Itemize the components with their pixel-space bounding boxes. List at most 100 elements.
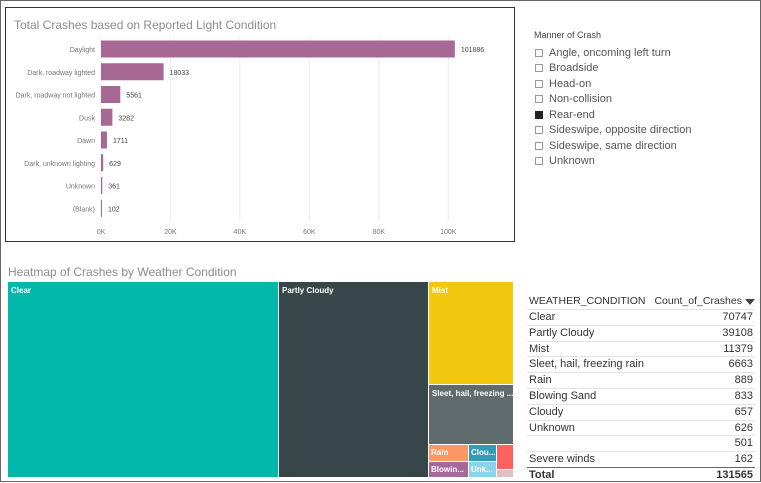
bar-chart[interactable]: 0K 20K 40K 60K 80K 100K Daylight 101886 Dark, ro… (6, 8, 514, 241)
table-row[interactable]: Partly Cloudy 39108 (527, 324, 755, 341)
bar-value-label: 1711 (113, 138, 128, 145)
bar[interactable] (101, 86, 121, 103)
treemap-cell-label: Mist (432, 286, 448, 295)
bar[interactable] (101, 40, 455, 58)
slicer-item-sideswipe-opposite[interactable]: Sideswipe, opposite direction (534, 123, 754, 139)
slicer-item-label: Unknown (549, 155, 595, 168)
slicer-item-broadside[interactable]: Broadside (534, 61, 754, 77)
treemap-cell-partly-cloudy[interactable]: Partly Cloudy (279, 282, 428, 477)
treemap-cell-blank[interactable] (497, 445, 513, 469)
checkbox-checked-icon[interactable] (535, 110, 543, 119)
total-label: Total (529, 468, 555, 481)
cell-count: 70747 (722, 311, 753, 323)
slicer-item-label: Broadside (549, 62, 599, 75)
bar[interactable] (101, 108, 113, 126)
x-tick-label: 0K (97, 229, 106, 236)
treemap-cell-label: Clear (11, 286, 32, 295)
treemap-cell-sleet[interactable]: Sleet, hail, freezing ... (429, 385, 513, 444)
cell-weather (527, 436, 529, 451)
cell-weather: Unknown (529, 421, 575, 434)
slicer-item-sideswipe-same[interactable]: Sideswipe, same direction (534, 138, 754, 154)
treemap-cell-blowing-sand[interactable]: Blowin... (429, 462, 468, 477)
treemap-cell-unknown[interactable]: Unk... (469, 462, 496, 477)
bar[interactable] (101, 177, 103, 194)
slicer-item-angle-oncoming-left-turn[interactable]: Angle, oncoming left turn (534, 45, 754, 61)
treemap-cell-mist[interactable]: Mist (429, 282, 513, 384)
checkbox-icon[interactable] (535, 64, 543, 73)
treemap-cell-cloudy[interactable]: Clou... (469, 445, 496, 461)
slicer-item-label: Sideswipe, opposite direction (549, 124, 692, 137)
treemap-cell-severe-winds[interactable] (497, 470, 513, 477)
table-row[interactable]: Mist 11379 (527, 340, 755, 357)
cell-count: 11379 (723, 342, 753, 355)
slicer-item-head-on[interactable]: Head-on (534, 76, 754, 92)
table-row[interactable]: Clear 70747 (527, 309, 755, 325)
x-tick-label: 100K (440, 229, 457, 236)
treemap-cell-label: Partly Cloudy (282, 286, 334, 295)
checkbox-icon[interactable] (535, 48, 543, 57)
column-header-count-label: Count_of_Crashes (654, 295, 742, 307)
table-row[interactable]: Cloudy 657 (527, 403, 755, 420)
table-row[interactable]: Unknown 626 (527, 419, 755, 436)
table-row[interactable]: 501 (527, 435, 755, 451)
cell-weather: Partly Cloudy (529, 326, 595, 339)
slicer-item-label: Head-on (549, 77, 592, 90)
weather-table[interactable]: WEATHER_CONDITION Count_of_Crashes Clear… (527, 294, 755, 483)
table-row[interactable]: Sleet, hail, freezing rain 6663 (527, 356, 755, 372)
slicer-item-rear-end[interactable]: Rear-end (534, 107, 754, 123)
x-tick-label: 80K (373, 229, 386, 236)
category-label: Dark, unknown lighting (24, 161, 95, 168)
bar[interactable] (101, 63, 164, 81)
treemap-cell-label: Sleet, hail, freezing ... (432, 389, 513, 398)
slicer-item-non-collision[interactable]: Non-collision (534, 92, 754, 108)
table-row[interactable]: Severe winds 162 (527, 451, 755, 467)
checkbox-icon[interactable] (535, 157, 543, 166)
treemap-cell-label: Unk... (471, 465, 493, 474)
slicer-item-label: Non-collision (549, 93, 612, 106)
category-label: Dusk (79, 115, 95, 122)
cell-count: 657 (734, 405, 753, 418)
bar-value-label: 629 (109, 161, 121, 168)
bar[interactable] (101, 199, 102, 217)
treemap-cell-clear[interactable]: Clear (8, 282, 278, 477)
bar[interactable] (101, 154, 104, 172)
table-row[interactable]: Rain 889 (527, 372, 755, 388)
cell-weather: Clear (529, 311, 556, 323)
column-header-weather[interactable]: WEATHER_CONDITION (529, 295, 646, 307)
treemap-cell-rain[interactable]: Rain (429, 445, 468, 461)
cell-weather: Mist (529, 342, 550, 355)
table-row[interactable]: Blowing Sand 833 (527, 387, 755, 404)
bar-value-label: 102 (108, 206, 120, 213)
category-label: Unknown (66, 184, 95, 191)
slicer-title: Manner of Crash (534, 30, 602, 40)
total-value: 131565 (716, 468, 753, 481)
manner-of-crash-slicer[interactable]: Manner of Crash Angle, oncoming left tur… (534, 30, 754, 169)
light-condition-chart-panel[interactable]: Total Crashes based on Reported Light Co… (5, 7, 515, 242)
treemap-cell-label: Clou... (471, 448, 496, 457)
treemap-title: Heatmap of Crashes by Weather Condition (8, 265, 237, 279)
cell-weather: Rain (529, 374, 552, 387)
checkbox-icon[interactable] (535, 79, 543, 88)
cell-count: 889 (734, 374, 753, 387)
bar-value-label: 5561 (126, 93, 142, 100)
checkbox-icon[interactable] (535, 95, 543, 104)
cell-weather: Cloudy (529, 405, 564, 418)
sort-descending-icon[interactable] (745, 298, 755, 305)
category-label: (Blank) (73, 206, 95, 213)
cell-weather: Severe winds (529, 453, 596, 466)
slicer-item-label: Sideswipe, same direction (549, 139, 677, 152)
slicer-list: Angle, oncoming left turn Broadside Head… (534, 45, 754, 169)
x-tick-label: 60K (303, 229, 316, 236)
checkbox-icon[interactable] (535, 126, 543, 135)
bar-value-label: 101886 (461, 47, 484, 54)
slicer-item-unknown[interactable]: Unknown (534, 154, 754, 170)
bar[interactable] (101, 131, 107, 149)
category-label: Daylight (70, 47, 95, 54)
bar-value-label: 18033 (170, 70, 190, 77)
checkbox-icon[interactable] (535, 141, 543, 150)
category-label: Dawn (77, 138, 95, 145)
column-header-count[interactable]: Count_of_Crashes (654, 294, 755, 309)
cell-weather: Blowing Sand (529, 389, 597, 402)
treemap-cell-label: Rain (431, 448, 449, 457)
cell-count: 501 (734, 437, 753, 450)
